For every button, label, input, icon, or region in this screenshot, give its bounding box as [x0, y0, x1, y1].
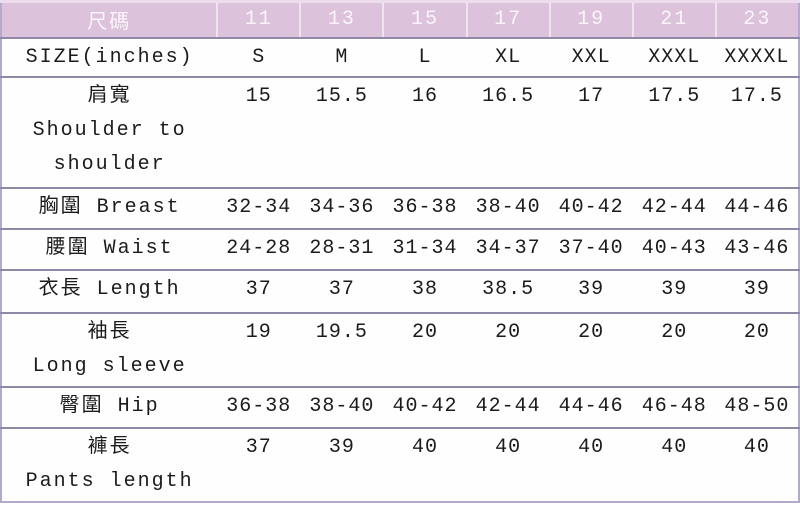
- measurement-value-cell: 48-50: [715, 387, 799, 429]
- measurement-value-cell: 37: [217, 270, 301, 314]
- measurement-value-cell: 40: [743, 435, 770, 459]
- row-label-cell: 褲長 Pants length: [1, 428, 217, 502]
- measurement-value-cell: 43-46: [715, 228, 799, 272]
- measurement-value-cell: 31-34: [383, 228, 467, 272]
- header-size-value: 19: [548, 0, 633, 39]
- row-label-line: 衣長 Length: [38, 278, 181, 302]
- measurement-value-cell: 20: [632, 312, 716, 389]
- header-row: 尺碼 11 13 15 17 19 21 23: [1, 0, 799, 39]
- table-body: SIZE(inches) S M L XL XXL XXXL XXXXL 肩寬 Shoulder …: [1, 37, 799, 503]
- header-size-value: 15: [382, 0, 467, 39]
- measurement-value-cell: 44-46: [715, 187, 799, 230]
- measurement-value-cell: 42-44: [466, 387, 550, 429]
- header-size-value: 17: [465, 0, 550, 39]
- table-row: 褲長 Pants length 37 39 40 40 40 40 40: [1, 428, 799, 502]
- table-row: SIZE(inches) S M L XL XXL XXXL XXXXL: [1, 37, 799, 79]
- measurement-value-cell: 20: [383, 312, 467, 389]
- table-row: 胸圍 Breast 32-34 34-36 36-38 38-40 40-42 42-44 4…: [1, 187, 799, 230]
- table-header: 尺碼 11 13 15 17 19 21 23: [1, 0, 799, 39]
- header-size-label: 尺碼: [1, 0, 218, 39]
- measurement-value-cell: 42-44: [632, 187, 716, 230]
- row-label-line: 褲長: [87, 435, 132, 459]
- measurement-value-cell: 24-28: [217, 228, 301, 272]
- measurement-value-cell: 16: [383, 77, 467, 189]
- measurement-value-cell: 38.5: [466, 270, 550, 314]
- measurement-value-cell: 39: [328, 435, 355, 459]
- measurement-value-cell: 17.5: [715, 77, 799, 189]
- row-label-cell: 袖長 Long sleeve: [1, 312, 218, 389]
- row-label-cell: 胸圍 Breast: [1, 187, 218, 230]
- measurement-value-cell: 32-34: [217, 187, 301, 230]
- measurement-value-cell: 40-42: [549, 187, 633, 230]
- measurement-value-cell: M: [300, 37, 384, 79]
- header-size-value: 23: [714, 0, 799, 39]
- table-row: 臀圍 Hip 36-38 38-40 40-42 42-44 44-46 46-48 48-5…: [1, 387, 799, 429]
- table-row: 肩寬 Shoulder to shoulder 15 15.5 16 16.5 17 17.5 1…: [1, 77, 799, 189]
- measurement-value-cell: 17.5: [632, 77, 716, 189]
- row-label-line: 肩寬: [87, 85, 132, 109]
- measurement-value-cell: XL: [466, 37, 550, 79]
- measurement-value-cell: 17: [549, 77, 633, 189]
- row-label-line: 袖長: [87, 320, 132, 344]
- measurement-value-cell: XXL: [549, 37, 633, 79]
- measurement-value-cell: 34-37: [466, 228, 550, 272]
- row-label-line: Long sleeve: [32, 354, 187, 378]
- measurement-value-cell: 16.5: [466, 77, 550, 189]
- measurement-value-cell: 36-38: [217, 387, 301, 429]
- row-label-cell: 肩寬 Shoulder to shoulder: [1, 77, 218, 189]
- row-label-cell: 腰圍 Waist: [1, 228, 218, 272]
- measurement-value-cell: XXXXL: [715, 37, 799, 79]
- table-row: 袖長 Long sleeve 19 19.5 20 20 20 20 20: [1, 312, 799, 389]
- row-label-line: Pants length: [25, 469, 194, 493]
- row-label-line: 臀圍 Hip: [59, 395, 160, 419]
- measurement-value-cell: 39: [632, 270, 716, 314]
- measurement-value-cell: 15.5: [300, 77, 384, 189]
- measurement-value-cell: 40: [661, 435, 688, 459]
- measurement-value-cell: 38-40: [466, 187, 550, 230]
- measurement-value-cell: 20: [715, 312, 799, 389]
- measurement-value-cell: 38-40: [300, 387, 384, 429]
- header-size-value: 13: [299, 0, 384, 39]
- measurement-value-cell: 44-46: [549, 387, 633, 429]
- measurement-value-cell: 39: [549, 270, 633, 314]
- measurement-value-cell: 38: [383, 270, 467, 314]
- measurement-value-cell: 40: [495, 435, 522, 459]
- measurement-value-cell: 37: [300, 270, 384, 314]
- measurement-value-cell: XXXL: [632, 37, 716, 79]
- measurement-value-cell: 40: [578, 435, 605, 459]
- header-size-value: 21: [631, 0, 716, 39]
- measurement-value-cell: 34-36: [300, 187, 384, 230]
- measurement-value-cell: 37-40: [549, 228, 633, 272]
- measurement-value-cell: 20: [466, 312, 550, 389]
- measurement-value-cell: 20: [549, 312, 633, 389]
- table-row: 腰圍 Waist 24-28 28-31 31-34 34-37 37-40 40-43 43…: [1, 228, 799, 272]
- row-label-line: 腰圍 Waist: [45, 236, 174, 260]
- measurement-value-cell: 37: [245, 435, 272, 459]
- row-label-line: 胸圍 Breast: [38, 195, 181, 219]
- measurement-value-cell: 36-38: [383, 187, 467, 230]
- measurement-value-cell: 19: [217, 312, 301, 389]
- measurement-value-cell: 19.5: [300, 312, 384, 389]
- measurement-value-cell: L: [383, 37, 467, 79]
- row-label-line: shoulder: [53, 153, 166, 177]
- measurement-value-cell: 40: [411, 435, 438, 459]
- row-label-line: SIZE(inches): [25, 45, 194, 69]
- table-row: 衣長 Length 37 37 38 38.5 39 39 39: [1, 270, 799, 314]
- measurement-value-cell: 46-48: [632, 387, 716, 429]
- measurement-value-cell: 40-42: [383, 387, 467, 429]
- row-label-cell: 衣長 Length: [1, 270, 218, 314]
- measurement-value-cell: 40-43: [632, 228, 716, 272]
- header-size-value: 11: [216, 0, 301, 39]
- measurement-value-cell: 39: [715, 270, 799, 314]
- measurement-value-cell: 28-31: [300, 228, 384, 272]
- row-label-line: Shoulder to: [32, 119, 187, 143]
- measurement-value-cell: 15: [217, 77, 301, 189]
- row-label-cell: SIZE(inches): [1, 37, 218, 79]
- row-label-cell: 臀圍 Hip: [1, 387, 218, 429]
- measurement-value-cell: S: [217, 37, 301, 79]
